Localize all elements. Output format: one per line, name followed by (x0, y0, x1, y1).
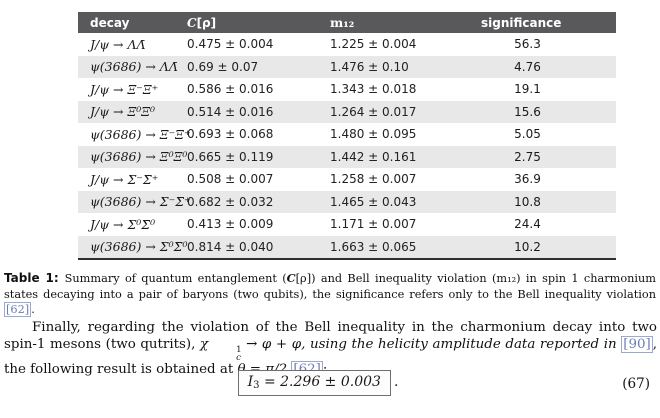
paragraph-text: : (323, 362, 328, 377)
m12-cell: 1.480 ± 0.095 (330, 127, 417, 142)
caption-label: Table 1: (4, 271, 59, 285)
table-row: ψ(3686) → Ξ⁻Ξ̄⁺ 0.693 ± 0.068 1.480 ± 0.… (78, 123, 616, 146)
m12-cell: 1.171 ± 0.007 (330, 217, 417, 232)
equation-number: (67) (622, 376, 650, 392)
significance-cell: 4.76 (514, 59, 541, 74)
m12-cell: 1.258 ± 0.007 (330, 172, 417, 187)
col-header-c-rho: C[ρ] (187, 16, 330, 30)
equation-value: = 2.296 ± 0.003 (259, 374, 381, 390)
decay-cell: J/ψ → Ξ⁰Ξ̄⁰ (90, 104, 156, 120)
paragraph-text: , the following result is obtained at (4, 336, 657, 377)
significance-cell: 10.8 (514, 194, 541, 209)
decay-cell: J/ψ → Σ⁰Σ̄⁰ (90, 216, 156, 232)
c-rho-cell: 0.508 ± 0.007 (187, 172, 274, 187)
c-rho-cell: 0.586 ± 0.016 (187, 82, 274, 97)
caption-text: Summary of quantum entanglement ( (64, 272, 287, 285)
c-rho-cell: 0.693 ± 0.068 (187, 127, 274, 142)
equation-box: I3 = 2.296 ± 0.003 (237, 370, 391, 396)
m12-cell: 1.465 ± 0.043 (330, 194, 417, 209)
table-row: J/ψ → Σ⁻Σ̄⁺ 0.508 ± 0.007 1.258 ± 0.007 … (78, 168, 616, 191)
decay-cell: ψ(3686) → Ξ⁻Ξ̄⁺ (90, 126, 191, 142)
table-row: ψ(3686) → Σ⁻Σ̄⁺ 0.682 ± 0.032 1.465 ± 0.… (78, 190, 616, 213)
col-header-significance: significance (481, 15, 562, 30)
equation-line: I3 = 2.296 ± 0.003. (67) (0, 370, 660, 398)
col-header-m12: m₁₂ (330, 15, 355, 30)
m12-cell: 1.225 ± 0.004 (330, 37, 417, 52)
caption-text: [ρ]) and Bell inequality violation (m₁₂)… (4, 272, 657, 301)
decay-cell: ψ(3686) → ΛΛ̄ (90, 59, 178, 75)
significance-cell: 56.3 (514, 37, 541, 52)
c-rho-cell: 0.69 ± 0.07 (187, 59, 259, 74)
m12-cell: 1.442 ± 0.161 (330, 149, 417, 164)
decay-cell: ψ(3686) → Ξ⁰Ξ̄⁰ (90, 149, 188, 165)
script-i-symbol: I (247, 374, 254, 390)
m12-cell: 1.264 ± 0.017 (330, 104, 417, 119)
table-row: J/ψ → ΛΛ̄ 0.475 ± 0.004 1.225 ± 0.004 56… (78, 33, 616, 56)
caption-text: . (31, 303, 35, 316)
c-rho-bracket: [ρ] (196, 15, 217, 30)
body-paragraph: Finally, regarding the violation of the … (4, 320, 657, 379)
decay-cell: ψ(3686) → Σ⁻Σ̄⁺ (90, 194, 191, 210)
table-row: J/ψ → Σ⁰Σ̄⁰ 0.413 ± 0.009 1.171 ± 0.007 … (78, 213, 616, 236)
col-header-decay: decay (90, 15, 130, 30)
table-row: J/ψ → Ξ⁰Ξ̄⁰ 0.514 ± 0.016 1.264 ± 0.017 … (78, 100, 616, 123)
phi-expression: → φ + φ, using the helicity amplitude da… (241, 336, 622, 352)
c-rho-cell: 0.665 ± 0.119 (187, 149, 274, 164)
chi-superscript: 1 (236, 344, 242, 355)
decay-cell: J/ψ → Σ⁻Σ̄⁺ (90, 171, 159, 187)
citation-90-link[interactable]: [90] (621, 335, 653, 353)
decay-cell: ψ(3686) → Σ⁰Σ̄⁰ (90, 239, 188, 255)
paragraph-text: Finally, regarding the violation of the … (4, 320, 657, 352)
script-c-symbol: C (187, 15, 197, 30)
chi-symbol: χ (199, 336, 209, 352)
table-row: ψ(3686) → Ξ⁰Ξ̄⁰ 0.665 ± 0.119 1.442 ± 0.… (78, 145, 616, 168)
table-caption: Table 1: Summary of quantum entanglement … (4, 271, 656, 318)
c-rho-cell: 0.814 ± 0.040 (187, 239, 274, 254)
i-subscript: 3 (253, 380, 260, 391)
significance-cell: 10.2 (514, 239, 541, 254)
equation-period: . (393, 374, 399, 390)
significance-cell: 15.6 (514, 104, 541, 119)
chi-subscript: c (236, 352, 241, 363)
c-rho-cell: 0.475 ± 0.004 (187, 37, 274, 52)
table-row: J/ψ → Ξ⁻Ξ̄⁺ 0.586 ± 0.016 1.343 ± 0.018 … (78, 78, 616, 101)
significance-cell: 36.9 (514, 172, 541, 187)
significance-cell: 19.1 (514, 82, 541, 97)
data-table: decay C[ρ] m₁₂ significance J/ψ → ΛΛ̄ 0.… (78, 12, 616, 260)
c-rho-cell: 0.413 ± 0.009 (187, 217, 274, 232)
script-c-symbol: C (286, 271, 296, 285)
table-row: ψ(3686) → ΛΛ̄ 0.69 ± 0.07 1.476 ± 0.10 4… (78, 55, 616, 78)
decay-cell: J/ψ → Ξ⁻Ξ̄⁺ (90, 81, 159, 97)
c-rho-cell: 0.514 ± 0.016 (187, 104, 274, 119)
significance-cell: 2.75 (514, 149, 541, 164)
m12-cell: 1.476 ± 0.10 (330, 59, 409, 74)
citation-62-link[interactable]: [62] (4, 302, 32, 317)
c-rho-cell: 0.682 ± 0.032 (187, 194, 274, 209)
significance-cell: 5.05 (514, 127, 541, 142)
table-row: ψ(3686) → Σ⁰Σ̄⁰ 0.814 ± 0.040 1.663 ± 0.… (78, 235, 616, 258)
decay-cell: J/ψ → ΛΛ̄ (90, 36, 146, 52)
significance-cell: 24.4 (514, 217, 541, 232)
m12-cell: 1.663 ± 0.065 (330, 239, 417, 254)
m12-cell: 1.343 ± 0.018 (330, 82, 417, 97)
table-header-row: decay C[ρ] m₁₂ significance (78, 12, 616, 33)
